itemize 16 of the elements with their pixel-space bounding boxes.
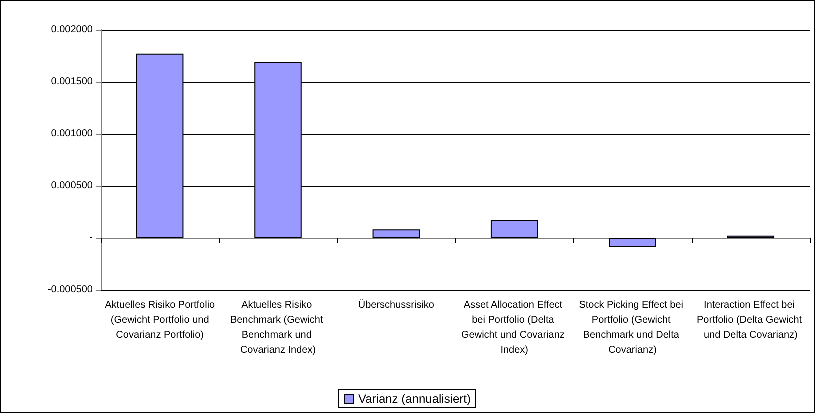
y-tick-label: - (90, 232, 93, 244)
y-tick-label: 0.001500 (51, 76, 94, 88)
y-tick-label: 0.001000 (51, 128, 94, 140)
x-tick-label: Asset Allocation Effect bei Portfolio (Delta Gewicht und Covarianz Index) (461, 300, 568, 356)
x-tick-label: Aktuelles Risiko Portfolio (Gewicht Portfolio und Covarianz Portfolio) (105, 300, 216, 341)
y-tick-label: -0.000500 (48, 284, 94, 296)
x-tick-label: Aktuelles Risiko Benchmark (Gewicht Benchmark und Covarianz Index) (230, 300, 326, 356)
y-tick-label: 0.000500 (51, 180, 94, 192)
bar (609, 238, 656, 248)
x-tick-label: Überschussrisiko (358, 299, 435, 311)
bar (372, 230, 420, 238)
x-tick-label: Stock Picking Effect bei Portfolio (Gewicht Benchmark und Delta Covarianz) (579, 300, 686, 356)
legend-label: Varianz (annualisiert) (358, 392, 472, 406)
y-tick-label: 0.002000 (51, 24, 94, 36)
bar (490, 220, 538, 238)
x-tick-label: Interaction Effect bei Portfolio (Delta Gewicht und Delta Covarianz) (697, 300, 805, 341)
